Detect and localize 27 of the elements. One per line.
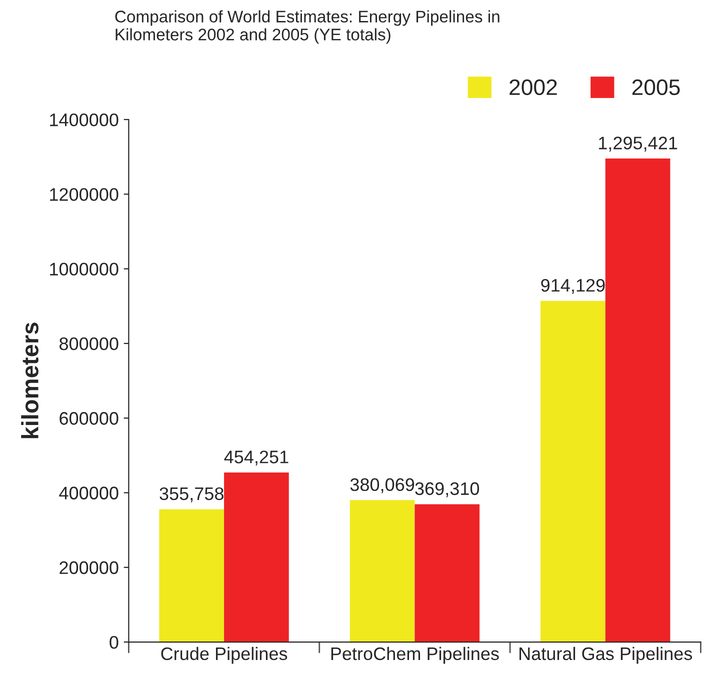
x-tick-label: Natural Gas Pipelines: [520, 646, 692, 664]
chart-title: Comparison of World Estimates: Energy Pipelines in Kilometers 2002 and 2005 (YE totals): [115, 10, 500, 44]
data-label: 914,129: [541, 278, 605, 294]
bar: [605, 158, 670, 642]
data-label: 380,069: [350, 478, 414, 494]
y-tick-label: 1000000: [50, 262, 118, 276]
y-tick-label: 400000: [59, 486, 118, 500]
bar: [224, 472, 289, 642]
bar: [540, 300, 606, 642]
legend-label: 2005: [632, 79, 680, 96]
x-tick-label: PetroChem Pipelines: [331, 646, 499, 664]
legend-label: 2002: [510, 79, 557, 96]
y-tick-label: 0: [110, 636, 118, 649]
y-tick-label: 200000: [60, 561, 118, 574]
y-axis-title: kilometers: [21, 322, 38, 438]
data-label: 454,251: [224, 450, 288, 466]
data-label: 355,758: [160, 487, 224, 502]
y-tick-label: 800000: [60, 337, 118, 350]
bar: [414, 504, 480, 642]
y-tick-label: 1400000: [50, 113, 118, 126]
data-label: 1,295,421: [599, 136, 678, 152]
bar: [350, 500, 415, 642]
x-tick-label: Crude Pipelines: [161, 646, 288, 664]
y-tick-label: 600000: [60, 412, 118, 425]
bar: [159, 509, 224, 642]
data-label: 369,310: [415, 482, 480, 498]
y-tick-label: 1200000: [50, 188, 118, 201]
